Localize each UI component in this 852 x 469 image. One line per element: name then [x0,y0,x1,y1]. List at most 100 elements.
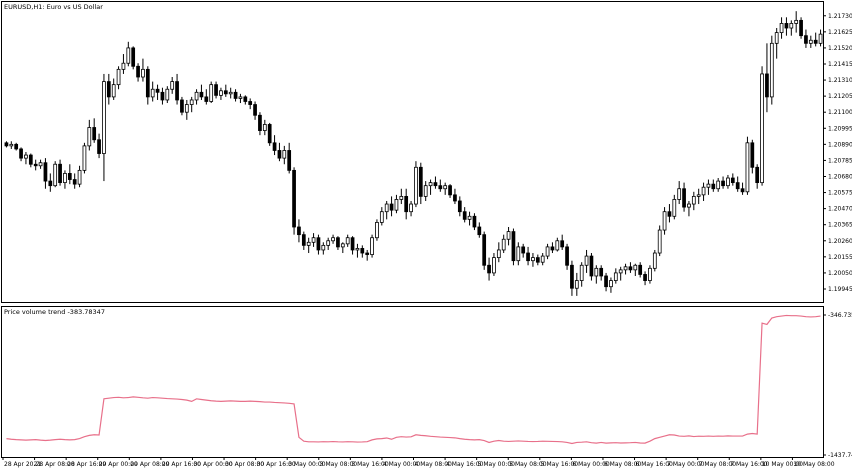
candle [740,182,745,195]
candle [219,87,223,100]
candle-body-bear [106,81,111,98]
candle-body-bull [506,231,511,240]
candle-body-bear [535,257,540,263]
time-tick-label: 3 May 16:00 [351,461,389,468]
price-y-tick-label: 1.21310 [828,77,852,84]
candle [14,142,19,151]
candle [267,122,272,146]
candle-body-bear [204,96,209,102]
candle [477,222,482,238]
candle [19,147,23,162]
time-tick-label: 7 May 00:00 [667,461,705,468]
candle-body-bull [209,84,214,102]
candle-body-bear [4,142,9,147]
candle-body-bull [326,240,331,246]
candle [760,66,764,186]
candle [311,233,316,247]
candle-body-bull [189,99,194,105]
candle-body-bull [150,88,155,98]
candle-body-bear [267,124,272,144]
candle-body-bull [409,203,413,213]
candle-body-bull [769,42,774,98]
candle [384,200,389,220]
candle [63,170,67,189]
candle-body-bear [92,127,97,141]
candle [808,35,813,48]
candle [82,142,87,174]
price-y-tick-label: 1.20680 [828,173,852,180]
candle-body-bull [609,280,613,288]
candle [711,179,716,192]
candle-body-bull [443,185,448,190]
candle-body-bear [643,274,647,281]
candle [584,249,589,273]
candle [555,237,560,252]
candle-body-bull [82,145,87,171]
candle-body-bull [613,272,618,281]
time-tick-label: 30 Apr 08:00 [225,461,264,468]
candle [438,179,443,192]
candle [521,243,526,258]
candle [28,153,33,168]
candle-body-bear [804,35,808,44]
candle [565,243,569,270]
candle [175,73,179,105]
candle [779,17,784,39]
time-tick-label: 29 Apr 00:00 [99,461,138,468]
candle-body-bear [180,99,184,113]
candle-body-bear [67,173,72,180]
candle-body-bull [331,237,335,242]
candle-body-bull [648,267,652,281]
candle [360,245,365,258]
candle-body-bull [808,39,813,44]
candle [204,89,209,105]
candle-body-bear [418,166,423,197]
candle [428,179,433,195]
candle-body-bull [282,150,287,159]
candle [818,29,823,47]
candle [165,86,170,104]
candle [38,159,43,169]
candle [599,265,604,281]
candle-body-bull [555,240,560,251]
candle [482,231,487,270]
candle-body-bull [545,246,550,257]
candle-body-bull [219,90,223,96]
candle [370,234,374,258]
price-y-tick-label: 1.21100 [828,109,852,116]
candle-body-bear [365,252,370,255]
candle-body-bear [301,234,306,246]
price-y-tick-label: 1.21520 [828,45,852,52]
candle-body-bull [184,104,189,113]
candle [77,165,82,188]
candle [540,253,545,266]
candle [706,179,711,195]
candle [292,167,296,235]
candle-body-bull [467,215,472,220]
candle [67,164,72,185]
candle [282,145,287,165]
candle [24,152,28,165]
candle-body-bear [272,142,277,151]
time-tick-label: 6 May 00:00 [572,461,610,468]
candle [696,188,701,205]
candle [58,159,62,186]
candle [145,66,150,105]
candle-body-bear [28,154,33,165]
price-y-tick-label: 1.20890 [828,141,852,148]
candle-body-bull [657,229,662,254]
candle-body-bear [453,194,457,202]
candle [804,29,808,48]
candle [570,260,574,296]
candle [657,225,662,257]
time-tick-label: 5 May 16:00 [541,461,579,468]
candle-body-bull [531,257,535,262]
candle [223,84,228,97]
candle-body-bull [501,238,506,251]
candle-body-bear [58,163,62,184]
candle-body-bull [516,246,521,262]
candle [448,184,452,198]
price-y-tick-label: 1.21415 [828,61,852,68]
